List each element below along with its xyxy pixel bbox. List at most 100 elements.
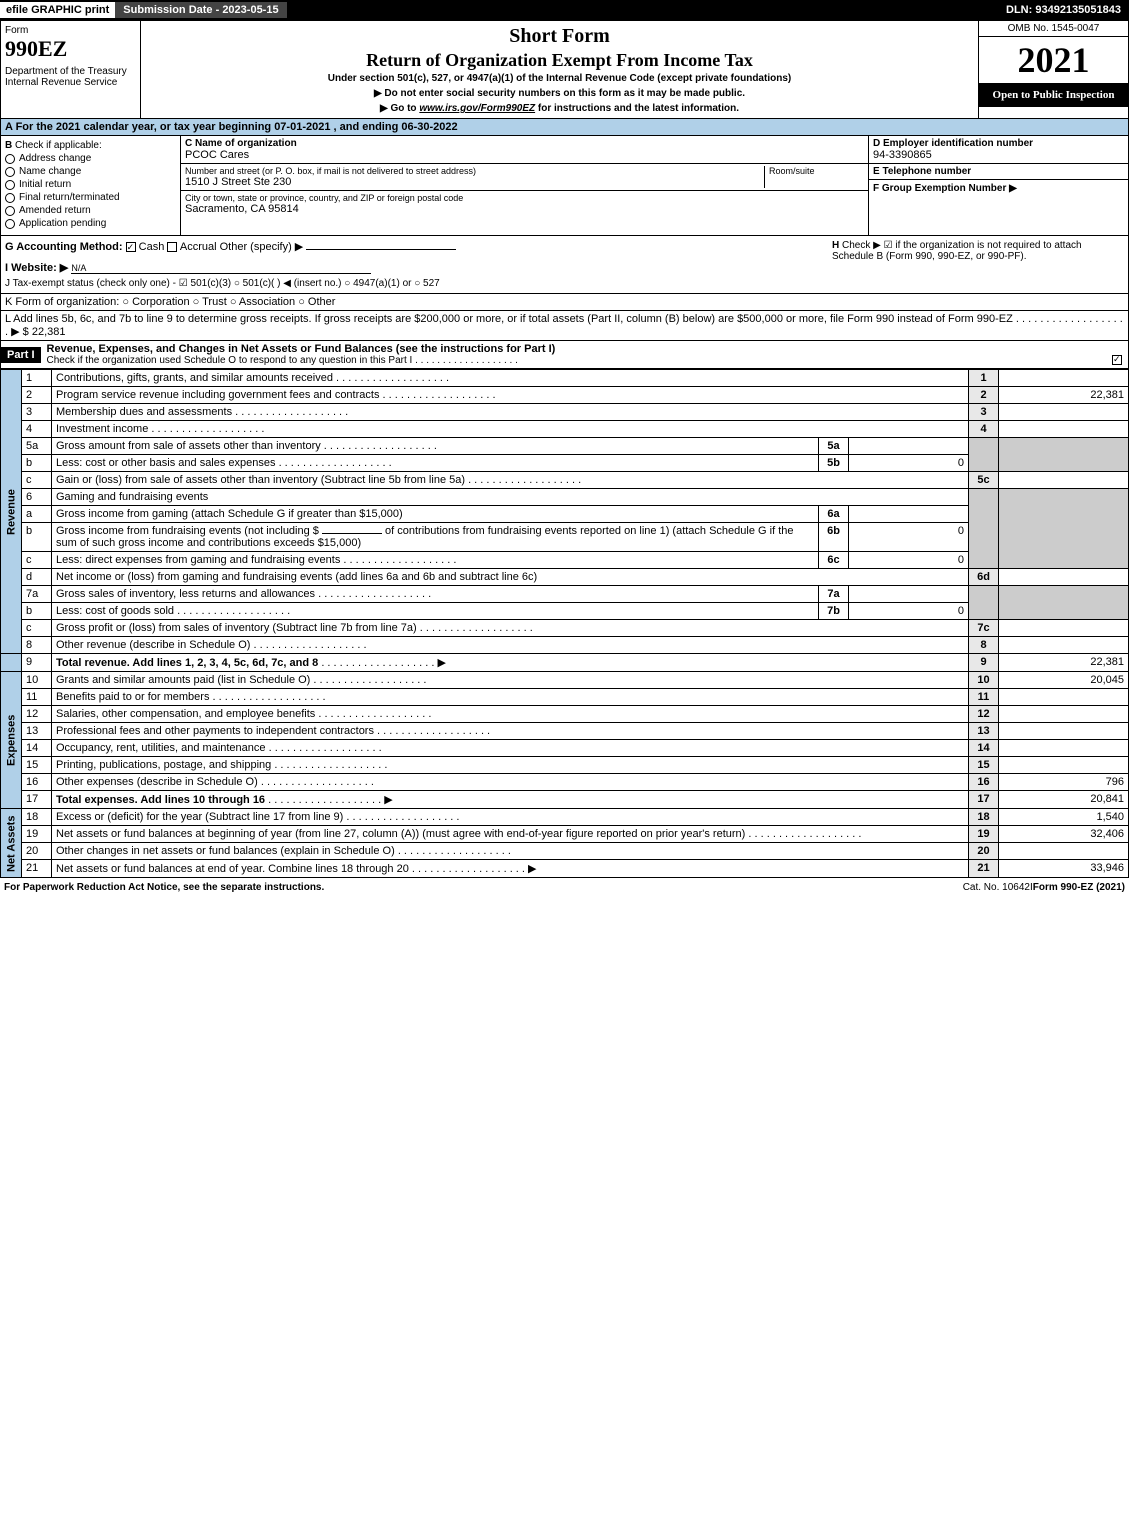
line-20: 20 Other changes in net assets or fund b…	[1, 843, 1129, 860]
inner-num: 5b	[819, 455, 849, 472]
section-l: L Add lines 5b, 6c, and 7b to line 9 to …	[0, 311, 1129, 341]
dots	[250, 639, 366, 651]
line-num: 5a	[22, 438, 52, 455]
line-num: 6	[22, 489, 52, 506]
line-num: 11	[22, 689, 52, 706]
inner-num: 6a	[819, 506, 849, 523]
checkbox-cash[interactable]	[126, 242, 136, 252]
cb-amended-return[interactable]: Amended return	[5, 205, 176, 216]
l-value: 22,381	[32, 326, 66, 338]
dots	[409, 863, 525, 875]
line-value	[999, 404, 1129, 421]
line-value: 20,841	[999, 791, 1129, 809]
line-5a: 5a Gross amount from sale of assets othe…	[1, 438, 1129, 455]
line-1: Revenue 1 Contributions, gifts, grants, …	[1, 370, 1129, 387]
footer-left: For Paperwork Reduction Act Notice, see …	[4, 882, 963, 893]
line-value	[999, 637, 1129, 654]
cb-application-pending[interactable]: Application pending	[5, 218, 176, 229]
efile-print[interactable]: efile GRAPHIC print	[0, 2, 115, 18]
org-city: Sacramento, CA 95814	[185, 203, 864, 215]
right-num: 9	[969, 654, 999, 672]
part1-check-text: Check if the organization used Schedule …	[47, 355, 413, 366]
circle-icon	[5, 180, 15, 190]
c-addr-box: Number and street (or P. O. box, if mail…	[181, 164, 868, 191]
line-value	[999, 370, 1129, 387]
netassets-side-label: Net Assets	[1, 809, 22, 878]
line-num: c	[22, 620, 52, 637]
header-right: OMB No. 1545-0047 2021 Open to Public In…	[978, 21, 1128, 118]
line-num: b	[22, 455, 52, 472]
cb-final-return[interactable]: Final return/terminated	[5, 192, 176, 203]
line-11: 11 Benefits paid to or for members 11	[1, 689, 1129, 706]
dots	[315, 708, 431, 720]
line-9: 9 Total revenue. Add lines 1, 2, 3, 4, 5…	[1, 654, 1129, 672]
line-text: Other changes in net assets or fund bala…	[56, 845, 395, 857]
line-text: Other revenue (describe in Schedule O)	[56, 639, 250, 651]
dots	[174, 605, 290, 617]
expenses-side-label: Expenses	[1, 672, 22, 809]
footer-cat: Cat. No. 10642I	[963, 882, 1033, 893]
submission-date: Submission Date - 2023-05-15	[115, 2, 286, 18]
line-text: Net assets or fund balances at beginning…	[56, 828, 745, 840]
line-value: 20,045	[999, 672, 1129, 689]
line-2: 2 Program service revenue including gove…	[1, 387, 1129, 404]
line-7a: 7a Gross sales of inventory, less return…	[1, 586, 1129, 603]
line-text: Printing, publications, postage, and shi…	[56, 759, 271, 771]
line-num: 20	[22, 843, 52, 860]
g-other-input[interactable]	[306, 249, 456, 250]
line-8: 8 Other revenue (describe in Schedule O)…	[1, 637, 1129, 654]
g-label: G Accounting Method:	[5, 241, 123, 253]
line-value	[999, 472, 1129, 489]
line-text: Total expenses. Add lines 10 through 16	[56, 794, 265, 806]
line-text: Less: direct expenses from gaming and fu…	[56, 554, 340, 566]
room-label: Room/suite	[769, 166, 864, 176]
right-num: 21	[969, 860, 999, 878]
line-4: 4 Investment income 4	[1, 421, 1129, 438]
dots	[415, 355, 518, 366]
right-num: 14	[969, 740, 999, 757]
inner-val	[849, 586, 969, 603]
line-text: Gross sales of inventory, less returns a…	[56, 588, 315, 600]
schedule-o-checkbox[interactable]	[1112, 355, 1122, 365]
line-num: c	[22, 552, 52, 569]
checkbox-accrual[interactable]	[167, 242, 177, 252]
line-value	[999, 723, 1129, 740]
irs-link[interactable]: www.irs.gov/Form990EZ	[419, 103, 535, 114]
line-value: 22,381	[999, 387, 1129, 404]
line-text: Membership dues and assessments	[56, 406, 232, 418]
right-num: 1	[969, 370, 999, 387]
cb-name-change[interactable]: Name change	[5, 166, 176, 177]
inner-val	[849, 506, 969, 523]
dots	[258, 776, 374, 788]
org-name: PCOC Cares	[185, 149, 864, 161]
section-h: H Check ▶ ☑ if the organization is not r…	[828, 236, 1128, 293]
line-text: Less: cost of goods sold	[56, 605, 174, 617]
dots	[315, 588, 431, 600]
dots	[343, 811, 459, 823]
line-num: 12	[22, 706, 52, 723]
h-text: Check ▶ ☑ if the organization is not req…	[832, 240, 1082, 262]
section-b: B Check if applicable: Address change Na…	[1, 136, 181, 235]
part1-header: Part I Revenue, Expenses, and Changes in…	[0, 341, 1129, 369]
section-bc: B Check if applicable: Address change Na…	[0, 136, 1129, 236]
dots	[374, 725, 490, 737]
line-text: Less: cost or other basis and sales expe…	[56, 457, 276, 469]
line-num: 18	[22, 809, 52, 826]
right-num: 8	[969, 637, 999, 654]
short-form-title: Short Form	[149, 25, 970, 48]
footer-form: Form 990-EZ (2021)	[1033, 882, 1125, 893]
line-21: 21 Net assets or fund balances at end of…	[1, 860, 1129, 878]
blank-input[interactable]	[322, 533, 382, 534]
return-title: Return of Organization Exempt From Incom…	[149, 50, 970, 71]
cb-address-change[interactable]: Address change	[5, 153, 176, 164]
right-num: 17	[969, 791, 999, 809]
g-other: Other (specify) ▶	[220, 241, 304, 253]
arrow-icon: ▶	[437, 657, 445, 669]
line-text: Occupancy, rent, utilities, and maintena…	[56, 742, 266, 754]
header-left: Form 990EZ Department of the Treasury In…	[1, 21, 141, 118]
dots	[395, 845, 511, 857]
goto-pre: ▶ Go to	[380, 103, 419, 114]
dots	[271, 759, 387, 771]
cb-initial-return[interactable]: Initial return	[5, 179, 176, 190]
part1-label: Part I	[1, 347, 41, 363]
